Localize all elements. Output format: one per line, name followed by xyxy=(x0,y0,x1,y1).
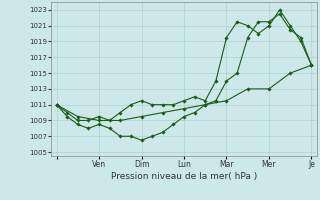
X-axis label: Pression niveau de la mer( hPa ): Pression niveau de la mer( hPa ) xyxy=(111,172,257,181)
